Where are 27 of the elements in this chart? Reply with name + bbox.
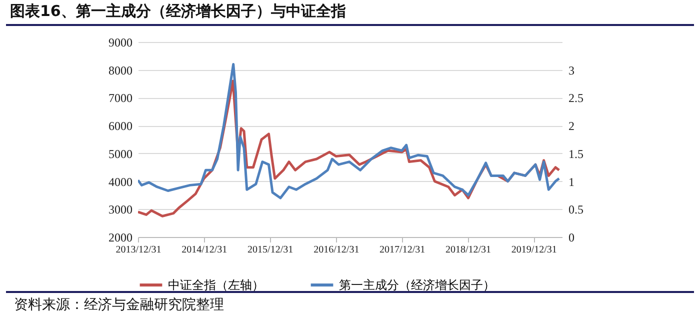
y2-tick-label: 0.5: [568, 202, 584, 217]
y-tick-label: 7000: [108, 91, 132, 106]
y2-tick-label: 0: [568, 230, 574, 244]
x-tick-label: 2016/12/31: [314, 244, 360, 256]
y-tick-label: 5000: [108, 146, 132, 161]
text: 资料来源：经济与金融研究院整理: [6, 291, 694, 317]
line-series: [138, 63, 560, 200]
y-tick-label: 6000: [108, 119, 132, 134]
x-tick-label: 2017/12/31: [380, 244, 426, 256]
y-tick-label: 9000: [108, 36, 132, 50]
x-tick-label: 2015/12/31: [248, 244, 294, 256]
chart-title: 图表16、第一主成分（经济增长因子）与中证全指: [6, 0, 694, 26]
y-tick-label: 2000: [108, 230, 132, 244]
x-tick-label: 2014/12/31: [182, 244, 228, 256]
x-tick-label: 2019/12/31: [511, 244, 557, 256]
y-tick-label: 8000: [108, 63, 132, 78]
y2-tick-label: 1: [568, 174, 574, 189]
legend-label: 中证全指（左轴）: [168, 278, 264, 292]
legend-label: 第一主成分（经济增长因子）: [339, 278, 495, 292]
y2-tick-label: 3: [568, 63, 574, 78]
y2-tick-label: 1.5: [568, 146, 584, 161]
y-tick-label: 3000: [108, 202, 132, 217]
y-tick-label: 4000: [108, 174, 132, 189]
y2-tick-label: 2: [568, 119, 574, 134]
y2-tick-label: 2.5: [568, 91, 584, 106]
x-tick-label: 2013/12/31: [116, 244, 162, 256]
x-tick-label: 2018/12/31: [445, 244, 492, 256]
